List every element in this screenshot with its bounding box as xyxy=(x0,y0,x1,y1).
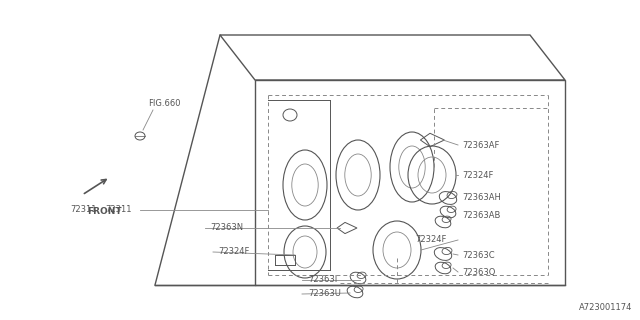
Text: 72311: 72311 xyxy=(105,205,131,214)
Text: 72324F: 72324F xyxy=(462,171,493,180)
Text: 72363Q: 72363Q xyxy=(462,268,495,276)
Text: 72363C: 72363C xyxy=(462,251,495,260)
Text: 72363I: 72363I xyxy=(308,276,337,284)
Text: FIG.660: FIG.660 xyxy=(148,99,180,108)
Text: 72363AB: 72363AB xyxy=(462,212,500,220)
Text: 72363AH: 72363AH xyxy=(462,194,501,203)
Text: 72363U: 72363U xyxy=(308,290,341,299)
Text: 72363AF: 72363AF xyxy=(462,140,499,149)
Text: 72324F: 72324F xyxy=(415,236,446,244)
Text: 72363N: 72363N xyxy=(210,223,243,233)
Text: 72311: 72311 xyxy=(70,205,97,214)
Text: A723001174: A723001174 xyxy=(579,303,632,312)
Text: 72324F: 72324F xyxy=(218,247,250,257)
Text: FRONT: FRONT xyxy=(87,207,122,216)
